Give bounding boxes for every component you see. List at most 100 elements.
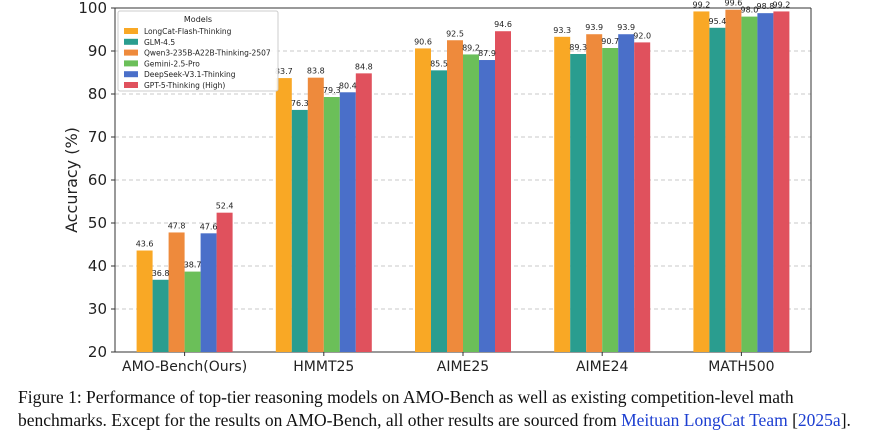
bar-chart: 20 30 40 50 60 70 80 90 100 Accuracy (%) 43.6 36.8 4… — [62, 0, 812, 375]
bar — [634, 42, 651, 353]
data-label: 92.0 — [633, 31, 651, 40]
legend-box — [117, 10, 279, 92]
bar — [275, 78, 292, 352]
data-label: 85.5 — [430, 59, 448, 68]
bar — [586, 34, 603, 352]
y-tick-label: 40 — [88, 257, 107, 275]
legend-label: DeepSeek-V3.1-Thinking — [144, 70, 236, 79]
caption-link[interactable]: Meituan LongCat Team — [621, 410, 788, 430]
legend-swatch — [124, 60, 138, 67]
chart-area: 20 30 40 50 60 70 80 90 100 Accuracy (%) 43.6 36.8 4… — [62, 0, 812, 375]
bar — [495, 31, 511, 352]
data-label: 92.5 — [446, 29, 464, 38]
data-label: 79.3 — [323, 86, 341, 95]
data-label: 52.4 — [216, 202, 234, 211]
caption-cite-open: [ — [792, 410, 798, 430]
legend-swatch — [124, 28, 138, 34]
legend-label: LongCat-Flash-Thinking — [144, 27, 232, 36]
bar — [339, 92, 356, 352]
bar — [415, 48, 431, 353]
data-label: 38.7 — [184, 261, 202, 270]
y-tick-label: 100 — [78, 0, 107, 17]
legend-swatch — [124, 38, 138, 45]
data-label: 93.9 — [617, 23, 635, 32]
y-tick-label: 30 — [88, 300, 107, 318]
bar — [479, 60, 495, 352]
data-label: 87.9 — [478, 49, 496, 58]
x-tick-label: AIME25 — [437, 359, 489, 375]
caption-line-2: benchmarks. Except for the results on AM… — [18, 409, 878, 432]
bar — [323, 97, 340, 352]
caption-text: benchmarks. Except for the results on AM… — [18, 410, 617, 430]
data-label: 90.7 — [601, 37, 619, 46]
y-tick-label: 20 — [88, 343, 107, 361]
caption-line-1: Figure 1: Performance of top-tier reason… — [18, 387, 794, 407]
bar — [447, 40, 463, 352]
legend-label: Qwen3-235B-A22B-Thinking-2507 — [144, 49, 271, 58]
data-label: 94.6 — [494, 20, 512, 29]
data-label: 83.8 — [307, 67, 325, 76]
legend-title: Models — [184, 15, 212, 24]
data-label: 84.8 — [355, 62, 373, 71]
y-tick-label: 60 — [88, 171, 107, 189]
data-label: 89.2 — [462, 43, 480, 52]
data-label: 93.3 — [553, 26, 571, 35]
y-tick-label: 80 — [88, 85, 107, 103]
bar — [291, 109, 308, 352]
data-label: 98.8 — [756, 2, 774, 11]
bar — [168, 232, 185, 352]
figure-caption: Figure 1: Performance of top-tier reason… — [18, 386, 878, 432]
caption-cite-close: ]. — [840, 410, 851, 430]
bar — [741, 16, 758, 352]
bar — [431, 70, 447, 352]
data-label: 36.8 — [152, 269, 170, 278]
data-label: 99.2 — [692, 0, 710, 9]
data-label: 98.0 — [740, 6, 758, 15]
data-label: 80.4 — [339, 81, 357, 90]
legend-swatch — [124, 82, 138, 88]
data-label: 90.6 — [414, 37, 432, 46]
bar — [463, 54, 479, 352]
x-tick-label: AMO-Bench(Ours) — [122, 359, 247, 375]
bar — [152, 279, 169, 352]
legend-swatch — [124, 49, 138, 56]
data-label: 43.6 — [136, 240, 154, 249]
legend-label: GLM-4.5 — [144, 38, 175, 47]
y-tick-label: 50 — [88, 214, 107, 232]
bar — [693, 11, 710, 352]
bar — [136, 250, 153, 352]
bars — [136, 9, 790, 353]
caption-cite-year[interactable]: 2025a — [797, 410, 841, 430]
bar — [602, 47, 619, 353]
bar — [570, 54, 587, 352]
data-label: 47.8 — [168, 221, 186, 230]
bar — [216, 212, 233, 352]
data-label: 89.3 — [569, 43, 587, 52]
x-tick-label: MATH500 — [708, 359, 774, 375]
bar — [709, 27, 726, 353]
legend: Models LongCat-Flash-Thinking GLM-4.5 Qwen3… — [117, 10, 279, 92]
y-tick-label: 70 — [88, 128, 107, 146]
data-label: 76.3 — [291, 99, 309, 108]
legend-label: GPT-5-Thinking (High) — [144, 81, 225, 90]
data-label: 83.7 — [275, 67, 293, 76]
x-tick-label: AIME24 — [576, 359, 629, 375]
bar — [757, 13, 774, 352]
legend-swatch — [124, 71, 138, 78]
data-label: 93.9 — [585, 23, 603, 32]
bar — [554, 36, 571, 353]
data-label: 95.4 — [708, 17, 726, 26]
bar — [618, 34, 635, 352]
y-axis-label: Accuracy (%) — [62, 127, 81, 233]
y-tick-label: 90 — [88, 42, 107, 60]
bar — [773, 11, 790, 352]
data-label: 47.6 — [200, 222, 218, 231]
legend-label: Gemini-2.5-Pro — [144, 59, 200, 68]
bar — [307, 77, 324, 352]
bar — [200, 233, 217, 352]
data-label: 99.2 — [772, 0, 790, 9]
bar — [355, 73, 372, 353]
x-tick-label: HMMT25 — [293, 359, 354, 375]
bar — [725, 9, 742, 352]
data-label: 99.6 — [724, 0, 742, 8]
